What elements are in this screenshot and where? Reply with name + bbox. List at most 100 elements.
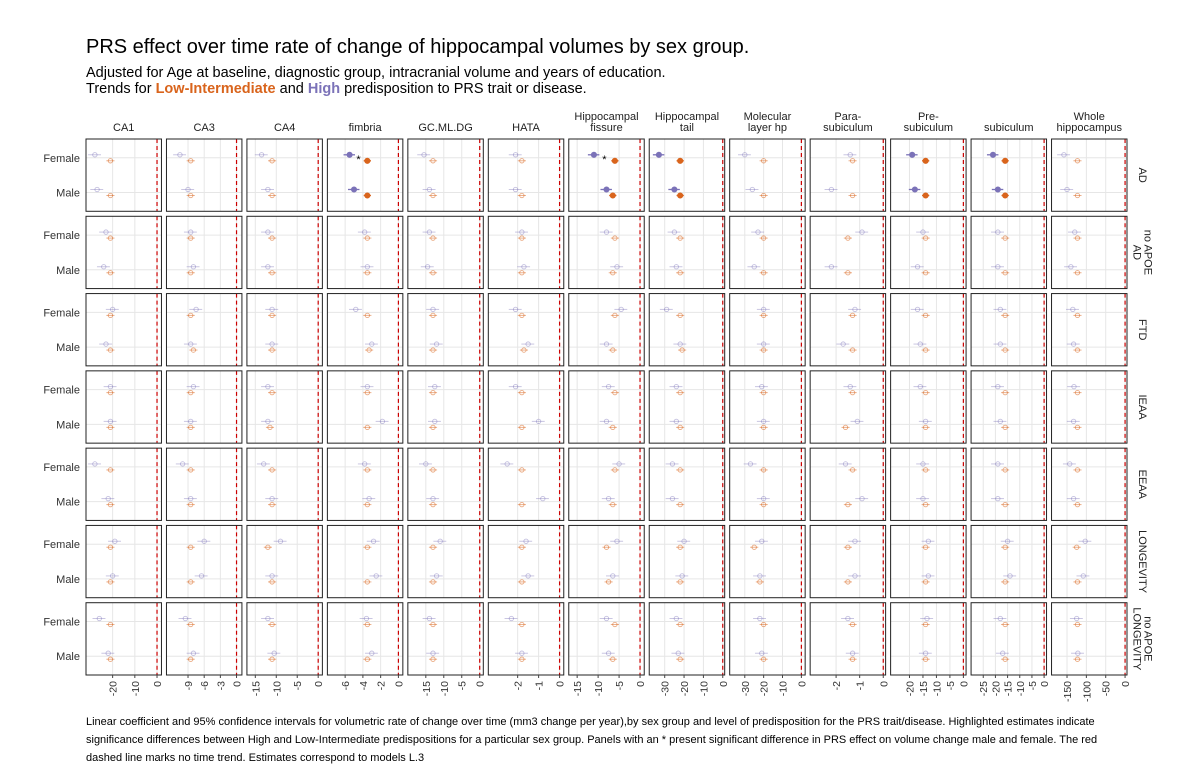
x-tick-label: 0 bbox=[313, 681, 325, 687]
point-high bbox=[271, 650, 277, 656]
point-high bbox=[618, 306, 624, 313]
figure-caption: Linear coefficient and 95% confidence in… bbox=[86, 716, 1098, 764]
point-high bbox=[755, 229, 761, 235]
point-high bbox=[920, 461, 926, 467]
facet-panel: -15 -10 -5 0 bbox=[407, 602, 487, 696]
panel-border bbox=[246, 602, 323, 676]
x-tick-label: -10 bbox=[1015, 681, 1027, 696]
point-high bbox=[421, 152, 427, 158]
point-high bbox=[258, 152, 265, 158]
point-high bbox=[847, 152, 853, 158]
facet-panel bbox=[568, 447, 645, 521]
point-low bbox=[107, 544, 114, 550]
point-high bbox=[179, 461, 186, 467]
point-low bbox=[364, 270, 370, 276]
point-low bbox=[605, 579, 612, 585]
point-high bbox=[1071, 384, 1077, 390]
panel-border bbox=[1051, 293, 1128, 367]
point-low bbox=[849, 656, 856, 662]
point-high bbox=[364, 264, 370, 270]
point-high bbox=[92, 461, 98, 467]
point-low bbox=[849, 192, 856, 199]
facet-panel bbox=[809, 370, 887, 444]
x-tick-label: -25 bbox=[978, 681, 990, 696]
point-high bbox=[433, 341, 440, 347]
panel-border bbox=[326, 293, 404, 367]
point-high bbox=[521, 264, 527, 270]
point-high bbox=[995, 264, 1001, 270]
point-low bbox=[107, 579, 114, 585]
facet-panel bbox=[165, 524, 243, 599]
point-low bbox=[922, 192, 929, 199]
panel-border bbox=[809, 215, 887, 290]
point-low bbox=[1074, 544, 1080, 550]
y-tick-label-male: Male bbox=[56, 497, 80, 509]
significance-star: * bbox=[602, 154, 607, 166]
point-low bbox=[923, 347, 929, 353]
point-high bbox=[852, 538, 858, 544]
point-high bbox=[1070, 341, 1077, 347]
facet-panel bbox=[729, 370, 806, 444]
point-low bbox=[1074, 312, 1081, 319]
panel-border bbox=[85, 447, 162, 521]
x-tick-label: 0 bbox=[555, 681, 567, 687]
point-low bbox=[761, 270, 767, 276]
row-strip-text: IEAA bbox=[1136, 394, 1148, 420]
facet-panel bbox=[85, 447, 162, 521]
point-high bbox=[190, 384, 197, 390]
panel-border bbox=[970, 370, 1048, 444]
point-high bbox=[94, 186, 100, 193]
point-high bbox=[1064, 186, 1070, 193]
panel-border bbox=[568, 524, 645, 599]
facet-panel: -25 -20 -15 -10 -5 0 bbox=[970, 602, 1051, 696]
point-high bbox=[920, 495, 926, 502]
facet-panel: -30 -20 -10 0 bbox=[648, 602, 730, 696]
facet-panel bbox=[568, 524, 645, 599]
point-low bbox=[265, 544, 271, 550]
facet-panel bbox=[246, 370, 323, 444]
point-low bbox=[761, 467, 767, 473]
point-high bbox=[828, 186, 835, 193]
legend-high: High bbox=[307, 81, 341, 97]
point-high bbox=[614, 264, 620, 270]
point-low bbox=[1002, 544, 1008, 550]
point-low bbox=[519, 270, 525, 276]
point-low bbox=[188, 579, 194, 585]
panel-border bbox=[809, 447, 887, 521]
point-high bbox=[105, 650, 111, 656]
point-low bbox=[1002, 192, 1009, 199]
panel-border bbox=[407, 138, 484, 212]
row-strip-text: no APOE bbox=[1142, 230, 1154, 275]
point-high bbox=[751, 264, 757, 270]
point-high bbox=[424, 264, 431, 270]
panel-border bbox=[809, 524, 887, 599]
point-low bbox=[430, 270, 436, 276]
facet-panel bbox=[970, 138, 1048, 212]
point-low bbox=[845, 235, 851, 241]
point-low bbox=[761, 621, 767, 628]
point-high bbox=[109, 306, 116, 313]
point-high bbox=[842, 461, 849, 467]
column-strip-label: subiculum bbox=[984, 122, 1034, 134]
point-low bbox=[1002, 270, 1008, 276]
point-high bbox=[757, 615, 763, 622]
facet-panel bbox=[487, 447, 565, 521]
panel-border bbox=[1051, 138, 1128, 212]
panel-border bbox=[246, 447, 323, 521]
facet-panel bbox=[407, 215, 484, 290]
point-low bbox=[188, 424, 194, 430]
panel-border bbox=[85, 524, 162, 599]
panel-border bbox=[326, 215, 404, 290]
point-high bbox=[761, 306, 767, 313]
x-tick-label: -15 bbox=[250, 681, 262, 696]
point-high bbox=[852, 573, 858, 579]
point-low bbox=[923, 501, 929, 508]
panel-border bbox=[729, 293, 806, 367]
panel-border bbox=[85, 602, 162, 676]
point-low bbox=[188, 467, 194, 473]
facet-panel bbox=[648, 370, 726, 444]
point-high bbox=[182, 615, 188, 622]
panel-border bbox=[487, 524, 565, 599]
point-high bbox=[433, 573, 440, 579]
panel-border bbox=[1051, 215, 1128, 290]
